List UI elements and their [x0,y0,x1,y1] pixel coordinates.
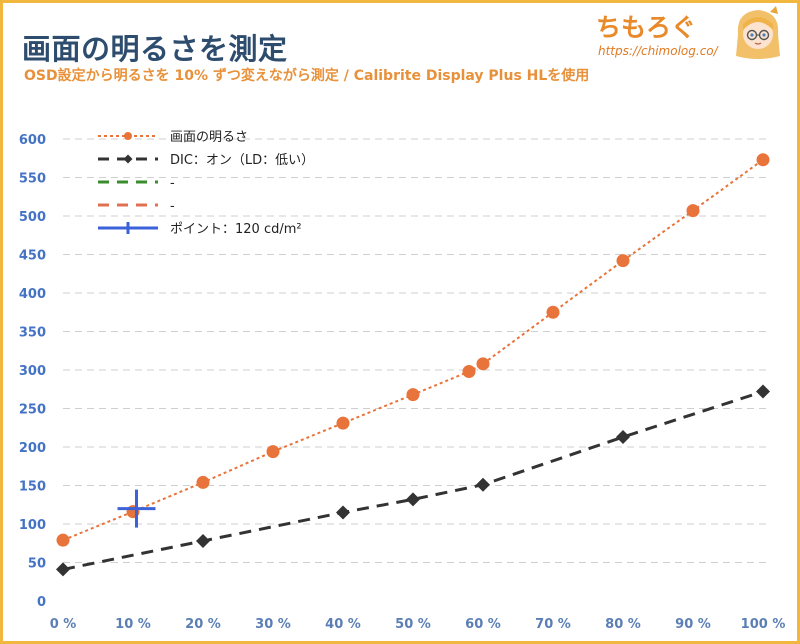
series-1 [56,384,770,577]
y-tick-label: 350 [19,326,46,341]
logo-url: https://chimolog.co/ [598,44,718,58]
data-point [122,222,134,234]
legend-item: - [98,176,175,191]
legend-label: - [170,176,175,191]
x-tick-label: 70 % [535,617,571,632]
legend-item: - [98,199,175,214]
y-tick-label: 550 [19,172,46,187]
legend-label: DIC：オン（LD：低い） [170,153,314,168]
series-4 [117,489,156,528]
y-tick-label: 0 [37,595,46,610]
y-tick-label: 450 [19,249,46,264]
x-tick-label: 50 % [395,617,431,632]
data-point [56,562,70,577]
data-point [117,489,156,528]
y-tick-label: 50 [28,557,46,572]
y-tick-label: 200 [19,441,46,456]
data-point [546,305,560,319]
x-tick-label: 60 % [465,617,501,632]
legend-item: 画面の明るさ [98,130,248,145]
data-point [196,475,210,489]
data-point [336,505,350,520]
series-layer [56,153,770,577]
data-point [123,154,133,164]
y-tick-label: 600 [19,133,46,148]
data-point [616,254,630,268]
mascot-icon [736,6,780,59]
x-tick-label: 40 % [325,617,361,632]
data-point [406,492,420,507]
logo-name: ちもろぐ [596,13,697,42]
page-subtitle: OSD設定から明るさを 10% ずつ変えながら測定 / Calibrite Di… [24,68,590,84]
x-tick-label: 30 % [255,617,291,632]
gridlines [63,138,771,563]
legend-item: ポイント：120 cd/m² [98,222,302,237]
x-tick-label: 100 % [741,617,786,632]
y-axis-ticks: 0 50 100 150 200 250 300 350 400 450 500 550 600 [19,133,46,610]
x-tick-label: 10 % [115,617,151,632]
data-point [756,384,770,399]
data-point [124,132,132,140]
legend-label: ポイント：120 cd/m² [170,222,302,237]
legend-item: DIC：オン（LD：低い） [98,153,314,168]
y-tick-label: 400 [19,287,46,302]
y-tick-label: 250 [19,403,46,418]
legend-label: - [170,199,175,214]
data-point [196,533,210,548]
series-line [62,158,764,542]
series-line [62,390,764,571]
series-0 [56,153,770,547]
y-tick-label: 300 [19,364,46,379]
data-point [266,445,280,459]
data-point [476,357,490,371]
x-tick-label: 20 % [185,617,221,632]
y-tick-label: 500 [19,210,46,225]
data-point [56,533,70,547]
y-tick-label: 150 [19,480,46,495]
chart-legend: 画面の明るさ DIC：オン（LD：低い） - - ポイント：120 cd/m² [98,130,314,237]
page-title: 画面の明るさを測定 [22,32,288,66]
data-point [406,388,420,402]
data-point [756,153,770,167]
data-point [686,204,700,218]
x-axis-ticks: 0 % 10 % 20 % 30 % 40 % 50 % 60 % 70 % 80 % 90 % 1… [50,617,786,632]
data-point [336,416,350,430]
y-tick-label: 100 [19,518,46,533]
legend-label: 画面の明るさ [170,130,248,145]
x-tick-label: 80 % [605,617,641,632]
data-point [616,429,630,444]
x-tick-label: 90 % [675,617,711,632]
site-logo[interactable]: ちもろぐ https://chimolog.co/ [596,4,786,68]
x-tick-label: 0 % [50,617,77,632]
data-point [462,365,476,379]
data-point [476,477,490,492]
